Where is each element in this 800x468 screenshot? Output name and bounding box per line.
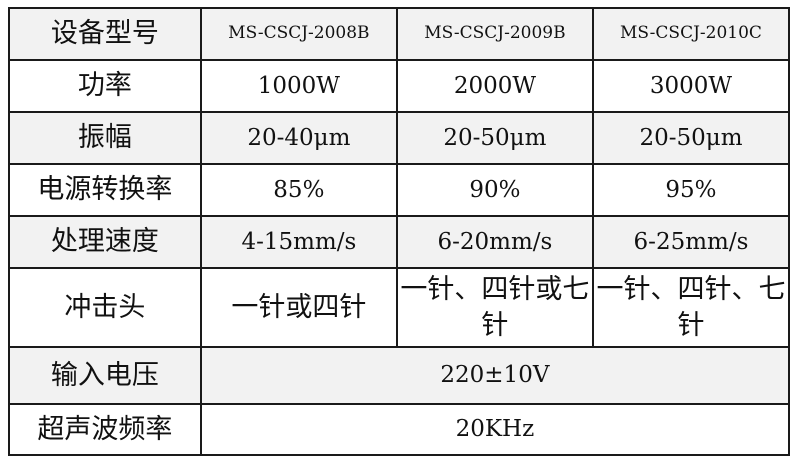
cell-value: 一针、四针、七针 (591, 267, 791, 348)
cell-value: 220±10V (199, 346, 791, 405)
cell-label: 振幅 (8, 111, 202, 165)
cell-model: MS-CSCJ-2010C (591, 7, 791, 61)
cell-label: 电源转换率 (8, 163, 202, 217)
cell-model: MS-CSCJ-2009B (395, 7, 594, 61)
row-head: 冲击头 一针或四针 一针、四针或七针 一针、四针、七针 (8, 267, 791, 348)
cell-label: 处理速度 (8, 215, 202, 269)
row-efficiency: 电源转换率 85% 90% 95% (8, 163, 791, 217)
row-model: 设备型号 MS-CSCJ-2008B MS-CSCJ-2009B MS-CSCJ… (8, 7, 791, 61)
row-power: 功率 1000W 2000W 3000W (8, 59, 791, 113)
cell-value: 6-20mm/s (395, 215, 594, 269)
cell-value: 4-15mm/s (199, 215, 398, 269)
cell-value: 2000W (395, 59, 594, 113)
cell-value: 85% (199, 163, 398, 217)
cell-label: 设备型号 (8, 7, 202, 61)
cell-model: MS-CSCJ-2008B (199, 7, 398, 61)
cell-label: 输入电压 (8, 346, 202, 405)
cell-label: 超声波频率 (8, 403, 202, 456)
cell-value: 20-50μm (591, 111, 791, 165)
cell-value: 20-50μm (395, 111, 594, 165)
cell-label: 功率 (8, 59, 202, 113)
row-voltage: 输入电压 220±10V (8, 346, 791, 405)
cell-value: 20-40μm (199, 111, 398, 165)
cell-value: 3000W (591, 59, 791, 113)
cell-value: 6-25mm/s (591, 215, 791, 269)
cell-value: 一针或四针 (199, 267, 398, 348)
cell-value: 1000W (199, 59, 398, 113)
cell-value: 95% (591, 163, 791, 217)
spec-table: 设备型号 MS-CSCJ-2008B MS-CSCJ-2009B MS-CSCJ… (8, 7, 791, 456)
row-speed: 处理速度 4-15mm/s 6-20mm/s 6-25mm/s (8, 215, 791, 269)
row-frequency: 超声波频率 20KHz (8, 403, 791, 456)
cell-label: 冲击头 (8, 267, 202, 348)
row-amplitude: 振幅 20-40μm 20-50μm 20-50μm (8, 111, 791, 165)
cell-value: 20KHz (199, 403, 791, 456)
cell-value: 90% (395, 163, 594, 217)
cell-value: 一针、四针或七针 (395, 267, 594, 348)
